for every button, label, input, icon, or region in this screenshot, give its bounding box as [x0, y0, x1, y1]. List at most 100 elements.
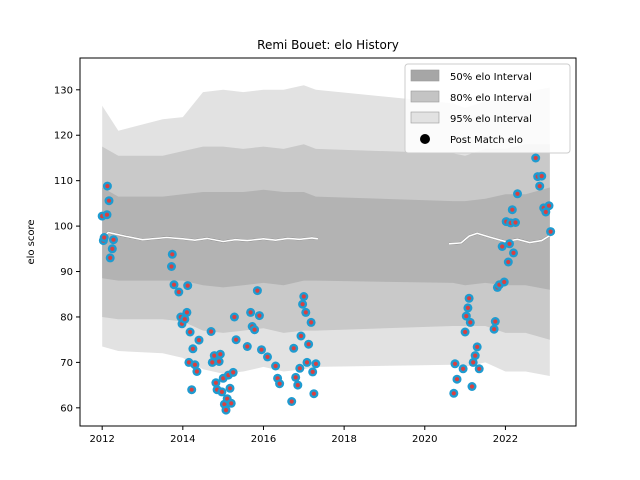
post-match-point	[214, 357, 224, 366]
point-center	[184, 310, 189, 315]
post-match-point	[107, 244, 117, 254]
point-center	[473, 353, 478, 358]
point-center	[194, 369, 199, 374]
post-match-point	[167, 249, 177, 259]
post-match-point	[263, 352, 272, 362]
post-match-point	[465, 317, 475, 327]
post-match-point	[215, 349, 225, 359]
post-match-point	[252, 286, 262, 296]
point-center	[291, 346, 296, 351]
post-match-point	[217, 387, 227, 397]
point-center	[300, 302, 305, 307]
post-match-point	[174, 287, 184, 297]
point-center	[185, 283, 190, 288]
band-50	[102, 187, 550, 290]
post-match-point	[275, 379, 285, 389]
point-center	[171, 282, 177, 287]
point-center	[313, 361, 318, 366]
point-center	[106, 198, 112, 203]
legend-entry: 95% elo Interval	[410, 111, 532, 125]
point-center	[190, 346, 195, 351]
point-center	[231, 370, 236, 375]
point-center	[213, 380, 218, 385]
legend-label: 80% elo Interval	[450, 93, 532, 104]
y-tick-label: 110	[54, 176, 73, 187]
post-match-point	[449, 388, 459, 398]
y-axis-label: elo score	[26, 219, 37, 264]
post-match-point	[497, 242, 507, 251]
point-center	[513, 220, 518, 225]
post-match-point	[311, 359, 321, 369]
post-match-point	[182, 307, 192, 317]
point-center	[110, 246, 115, 251]
point-center	[492, 327, 497, 332]
post-match-point	[489, 324, 499, 334]
x-tick-label: 2020	[412, 434, 437, 445]
post-match-point	[192, 367, 202, 376]
point-center	[500, 244, 505, 249]
post-match-point	[226, 398, 236, 408]
post-match-point	[458, 364, 468, 374]
point-center	[188, 329, 193, 335]
point-center	[111, 237, 116, 242]
point-center	[170, 252, 175, 257]
point-center	[502, 279, 507, 285]
point-center	[169, 264, 174, 269]
point-center	[306, 342, 311, 347]
post-match-point	[229, 312, 239, 322]
point-center	[259, 347, 264, 352]
point-center	[222, 402, 227, 407]
post-match-point	[167, 262, 176, 271]
post-match-point	[499, 277, 509, 287]
point-center	[451, 391, 456, 396]
point-center	[507, 241, 512, 246]
post-match-point	[102, 181, 112, 191]
y-tick-label: 90	[60, 267, 73, 278]
post-match-point	[490, 317, 500, 326]
post-match-point	[293, 380, 303, 390]
legend-swatch	[410, 90, 440, 103]
post-match-point	[452, 374, 462, 384]
point-center	[454, 377, 460, 382]
legend-entry: 80% elo Interval	[410, 90, 532, 104]
point-center	[493, 319, 498, 324]
x-tick-label: 2016	[251, 434, 276, 445]
post-match-point	[169, 280, 179, 290]
legend-swatch	[410, 111, 440, 124]
point-center	[475, 344, 480, 349]
legend-entry: 50% elo Interval	[410, 69, 532, 83]
post-match-point	[474, 364, 484, 374]
point-center	[223, 408, 229, 413]
y-tick-label: 100	[54, 222, 73, 233]
post-match-point	[537, 171, 547, 181]
point-center	[309, 320, 314, 325]
post-match-point	[309, 389, 319, 399]
post-match-point	[535, 181, 545, 191]
post-match-point	[546, 227, 556, 237]
point-center	[310, 369, 315, 374]
post-match-point	[301, 307, 311, 317]
post-match-point	[206, 327, 216, 336]
post-match-point	[295, 363, 305, 373]
point-center	[464, 314, 469, 319]
point-center	[467, 296, 472, 301]
point-center	[210, 360, 215, 365]
post-match-point	[460, 327, 470, 337]
y-tick-label: 80	[60, 312, 73, 323]
point-center	[227, 386, 233, 391]
post-match-point	[505, 239, 514, 249]
post-match-point	[188, 344, 198, 354]
point-center	[304, 360, 310, 365]
post-match-point	[99, 233, 109, 242]
point-center	[465, 305, 470, 310]
x-tick-label: 2012	[89, 434, 114, 445]
point-center	[510, 207, 515, 212]
point-center	[546, 203, 552, 208]
y-tick-label: 70	[60, 358, 73, 369]
post-match-point	[231, 335, 241, 345]
post-match-point	[102, 210, 112, 220]
post-match-point	[509, 248, 518, 258]
point-center	[515, 191, 520, 196]
y-axis: 60 70 80 90 100 110 120 130	[54, 85, 80, 414]
post-match-point	[308, 367, 318, 377]
